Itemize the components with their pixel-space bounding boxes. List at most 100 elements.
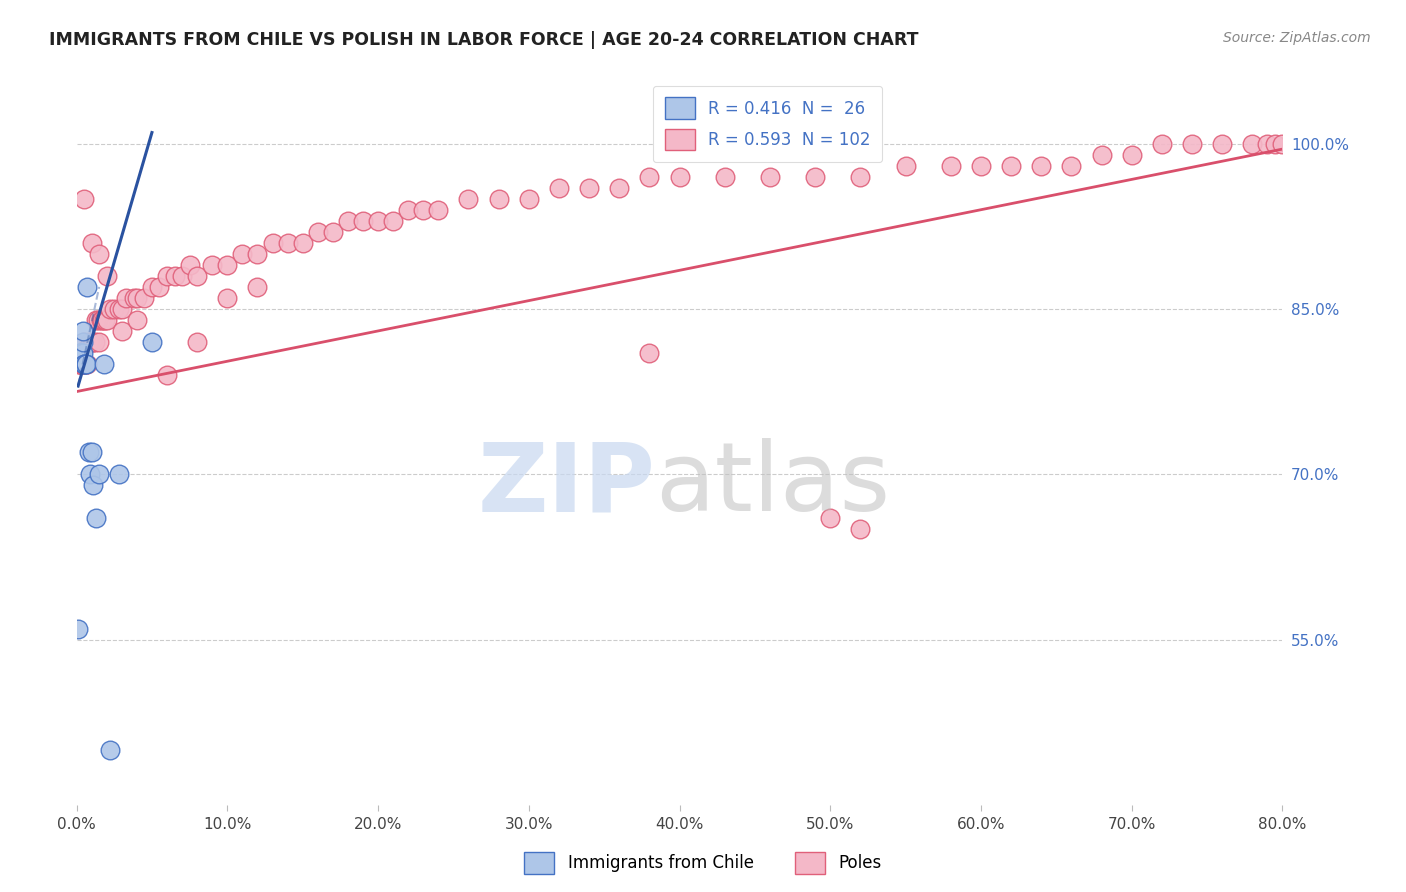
Point xyxy=(457,192,479,206)
Point xyxy=(307,225,329,239)
Point xyxy=(72,334,94,349)
Point xyxy=(668,169,690,184)
Point xyxy=(1181,136,1204,151)
Point xyxy=(277,235,299,250)
Point xyxy=(849,169,872,184)
Point xyxy=(578,180,600,194)
Point xyxy=(70,346,93,360)
Point xyxy=(70,346,93,360)
Point xyxy=(115,291,138,305)
Point xyxy=(517,192,540,206)
Point xyxy=(93,313,115,327)
Point xyxy=(804,169,827,184)
Point xyxy=(217,258,239,272)
Point xyxy=(125,291,148,305)
Point xyxy=(638,169,661,184)
Point xyxy=(1241,136,1264,151)
Point xyxy=(69,346,91,360)
Point xyxy=(291,235,314,250)
Point xyxy=(93,357,115,371)
Point xyxy=(1256,136,1278,151)
Point xyxy=(72,357,94,371)
Point xyxy=(83,334,105,349)
Point xyxy=(122,291,145,305)
Point xyxy=(246,247,269,261)
Point xyxy=(141,280,163,294)
Point xyxy=(201,258,224,272)
Point xyxy=(217,291,239,305)
Point xyxy=(262,235,284,250)
Point xyxy=(82,478,104,492)
Point xyxy=(75,357,97,371)
Point xyxy=(86,313,108,327)
Point xyxy=(156,368,179,382)
Point xyxy=(84,511,107,525)
Point xyxy=(1211,136,1233,151)
Point xyxy=(69,346,91,360)
Point xyxy=(1000,159,1022,173)
Point xyxy=(148,280,170,294)
Legend: R = 0.416  N =  26, R = 0.593  N = 102: R = 0.416 N = 26, R = 0.593 N = 102 xyxy=(652,86,882,162)
Point xyxy=(820,511,842,525)
Point xyxy=(849,522,872,536)
Point xyxy=(336,213,359,227)
Point xyxy=(396,202,419,217)
Point xyxy=(638,346,661,360)
Point xyxy=(1121,147,1143,161)
Text: atlas: atlas xyxy=(655,438,890,532)
Point xyxy=(713,169,735,184)
Point xyxy=(77,445,100,459)
Point xyxy=(70,346,93,360)
Point xyxy=(322,225,344,239)
Point xyxy=(1150,136,1173,151)
Point xyxy=(70,357,93,371)
Point xyxy=(134,291,156,305)
Point xyxy=(98,301,121,316)
Point xyxy=(96,313,118,327)
Point xyxy=(111,324,134,338)
Point xyxy=(79,467,101,482)
Point xyxy=(170,268,193,283)
Point xyxy=(96,268,118,283)
Point xyxy=(72,324,94,338)
Point xyxy=(107,301,129,316)
Text: IMMIGRANTS FROM CHILE VS POLISH IN LABOR FORCE | AGE 20-24 CORRELATION CHART: IMMIGRANTS FROM CHILE VS POLISH IN LABOR… xyxy=(49,31,918,49)
Point xyxy=(84,313,107,327)
Point xyxy=(73,192,96,206)
Point xyxy=(607,180,630,194)
Point xyxy=(72,346,94,360)
Legend: Immigrants from Chile, Poles: Immigrants from Chile, Poles xyxy=(516,844,890,882)
Point xyxy=(186,268,208,283)
Point xyxy=(73,334,96,349)
Point xyxy=(548,180,571,194)
Point xyxy=(163,268,186,283)
Point xyxy=(412,202,434,217)
Point xyxy=(141,334,163,349)
Point xyxy=(89,247,111,261)
Point xyxy=(939,159,962,173)
Point xyxy=(89,467,111,482)
Point xyxy=(72,357,94,371)
Point xyxy=(80,235,103,250)
Point xyxy=(759,169,782,184)
Point xyxy=(231,247,253,261)
Point xyxy=(69,357,91,371)
Point xyxy=(1271,136,1294,151)
Point xyxy=(894,159,917,173)
Point xyxy=(79,334,101,349)
Point xyxy=(73,357,96,371)
Point xyxy=(1031,159,1053,173)
Point xyxy=(73,357,96,371)
Point xyxy=(91,313,114,327)
Point xyxy=(94,313,117,327)
Point xyxy=(75,357,97,371)
Point xyxy=(90,313,112,327)
Point xyxy=(111,301,134,316)
Text: ZIP: ZIP xyxy=(478,438,655,532)
Point xyxy=(367,213,389,227)
Point xyxy=(70,346,93,360)
Point xyxy=(107,467,129,482)
Point xyxy=(125,313,148,327)
Point xyxy=(246,280,269,294)
Point xyxy=(156,268,179,283)
